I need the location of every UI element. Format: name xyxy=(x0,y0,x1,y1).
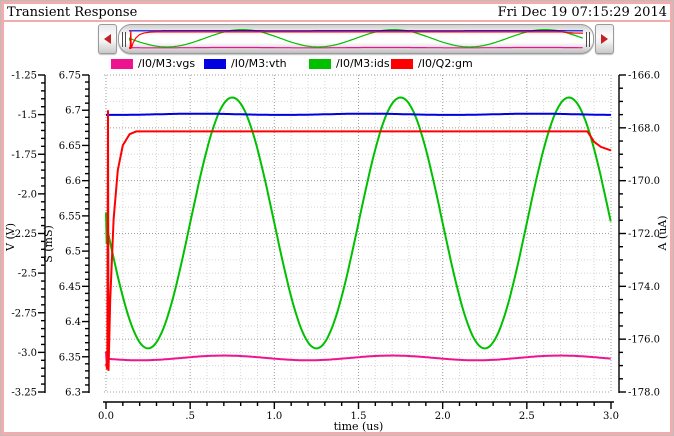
svg-text:6.4: 6.4 xyxy=(65,317,81,328)
trace-vth[interactable] xyxy=(106,112,611,116)
svg-text:-172.0: -172.0 xyxy=(628,229,660,240)
scrollbar-thumb[interactable] xyxy=(118,24,594,54)
scroll-right-button[interactable] xyxy=(595,24,614,54)
svg-text:6.35: 6.35 xyxy=(59,352,81,363)
svg-text:-2.75: -2.75 xyxy=(11,308,37,319)
window-title: Transient Response xyxy=(7,5,138,20)
thumb-right-grip[interactable] xyxy=(583,31,593,47)
scroll-left-button[interactable] xyxy=(98,24,117,54)
legend-item-gm[interactable]: /I0/Q2:gm xyxy=(391,57,473,70)
svg-text:6.55: 6.55 xyxy=(59,211,81,222)
legend: /I0/M3:vgs /I0/M3:vth /I0/M3:ids /I0/Q2:… xyxy=(1,57,673,73)
svg-text:2.5: 2.5 xyxy=(519,411,535,422)
legend-item-vth[interactable]: /I0/M3:vth xyxy=(204,57,287,70)
right-arrow-icon xyxy=(601,34,613,44)
legend-label-ids: /I0/M3:ids xyxy=(336,57,390,70)
svg-text:A (uA): A (uA) xyxy=(656,215,669,251)
svg-text:-174.0: -174.0 xyxy=(628,282,660,293)
svg-text:6.7: 6.7 xyxy=(65,106,81,117)
legend-swatch-vth xyxy=(204,58,226,69)
svg-text:-2.0: -2.0 xyxy=(18,189,37,200)
svg-text:6.6: 6.6 xyxy=(65,176,81,187)
window-timestamp: Fri Dec 19 07:15:29 2014 xyxy=(497,5,667,20)
svg-text:-2.25: -2.25 xyxy=(11,229,37,240)
svg-text:6.3: 6.3 xyxy=(65,388,81,399)
svg-text:-170.0: -170.0 xyxy=(628,176,660,187)
svg-text:V (V): V (V) xyxy=(4,223,17,252)
svg-text:time (us): time (us) xyxy=(334,420,384,433)
svg-text:6.45: 6.45 xyxy=(59,282,81,293)
trace-gm[interactable] xyxy=(105,110,612,371)
legend-item-vgs[interactable]: /I0/M3:vgs xyxy=(111,57,195,70)
overview-trace-gm xyxy=(129,30,583,50)
legend-swatch-vgs xyxy=(111,58,133,69)
legend-item-ids[interactable]: /I0/M3:ids xyxy=(309,57,390,70)
legend-label-vgs: /I0/M3:vgs xyxy=(138,57,196,70)
titlebar-separator xyxy=(4,20,670,22)
legend-swatch-gm xyxy=(391,58,413,69)
svg-text:6.65: 6.65 xyxy=(59,141,81,152)
svg-text:-3.0: -3.0 xyxy=(18,348,37,359)
grid xyxy=(104,74,612,393)
x-axis: 0.0 .5 1.0 1.5 2.0 2.5 3.0 time (us) xyxy=(98,401,619,433)
svg-text:1.5: 1.5 xyxy=(351,411,367,422)
overview-waveform xyxy=(129,29,583,50)
svg-text:6.75: 6.75 xyxy=(59,71,81,82)
trace-vgs[interactable] xyxy=(105,351,611,365)
svg-text:-2.5: -2.5 xyxy=(18,269,37,280)
svg-text:6.5: 6.5 xyxy=(65,247,81,258)
svg-text:S (mS): S (mS) xyxy=(42,225,55,263)
left-arrow-icon xyxy=(99,34,111,44)
svg-text:2.0: 2.0 xyxy=(435,411,451,422)
legend-label-vth: /I0/M3:vth xyxy=(231,57,287,70)
y-axis-v: -1.25 -1.5 -1.75 -2.0 -2.25 -2.5 -2.75 -3.0 -3.2… xyxy=(4,71,46,399)
svg-text:3.0: 3.0 xyxy=(603,411,619,422)
trace-ids[interactable] xyxy=(105,96,612,350)
titlebar: Transient Response Fri Dec 19 07:15:29 2… xyxy=(4,4,670,20)
overview-trace-vgs xyxy=(129,46,583,49)
legend-swatch-ids xyxy=(309,58,331,69)
legend-label-gm: /I0/Q2:gm xyxy=(418,57,473,70)
svg-text:-1.5: -1.5 xyxy=(18,110,37,121)
svg-text:1.0: 1.0 xyxy=(266,411,282,422)
svg-text:-178.0: -178.0 xyxy=(628,388,660,399)
thumb-left-grip[interactable] xyxy=(119,31,129,47)
svg-text:.5: .5 xyxy=(185,411,195,422)
svg-text:-166.0: -166.0 xyxy=(628,71,660,82)
svg-text:-176.0: -176.0 xyxy=(628,335,660,346)
y-axis-s: 6.75 6.7 6.65 6.6 6.55 6.5 6.45 6.4 6.35 6.3 S (mS… xyxy=(42,71,90,399)
svg-text:-3.25: -3.25 xyxy=(11,388,37,399)
svg-text:-1.25: -1.25 xyxy=(11,71,37,82)
overview-trace-ids xyxy=(129,29,583,48)
svg-text:0.0: 0.0 xyxy=(98,411,114,422)
svg-text:-168.0: -168.0 xyxy=(628,123,660,134)
svg-text:-1.75: -1.75 xyxy=(11,150,37,161)
y-axis-a: -166.0 -168.0 -170.0 -172.0 -174.0 -176.0 -178… xyxy=(618,71,669,399)
horizontal-scrollbar[interactable] xyxy=(98,24,614,54)
